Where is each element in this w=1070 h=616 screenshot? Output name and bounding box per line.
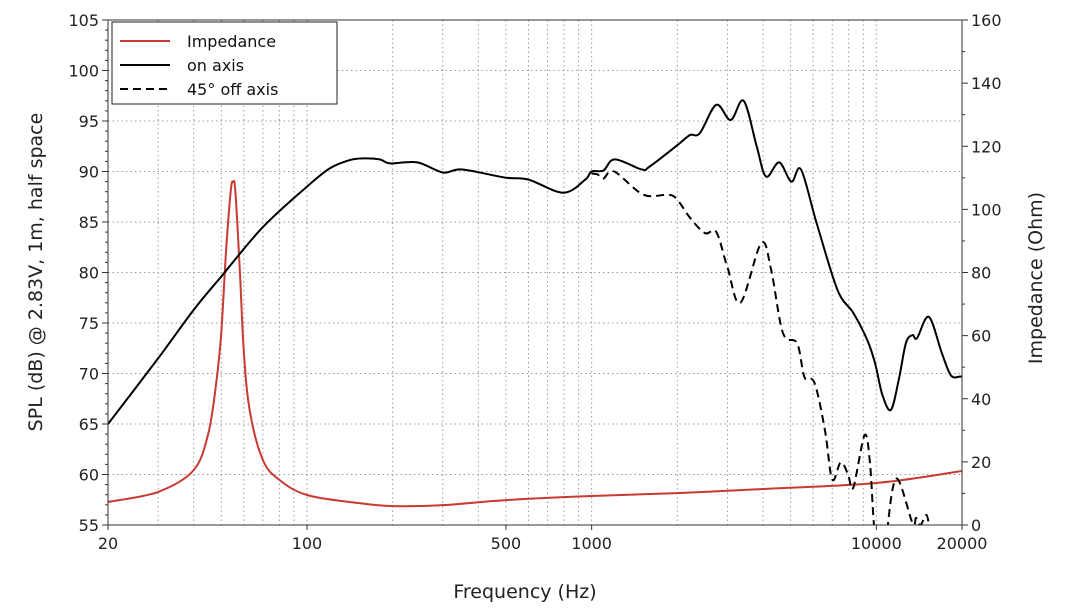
x-tick-label: 1000 bbox=[571, 534, 612, 553]
legend-label-impedance: Impedance bbox=[187, 32, 276, 51]
y-axis-label: SPL (dB) @ 2.83V, 1m, half space bbox=[25, 113, 47, 432]
series-line-on-axis bbox=[108, 99, 962, 425]
x-tick-label: 20 bbox=[98, 534, 118, 553]
ticks: 20 100 500 1000 10000 20000556065707580859095… bbox=[68, 11, 1001, 553]
y-tick-label: 95 bbox=[79, 112, 99, 131]
y-tick-label: 105 bbox=[68, 11, 99, 30]
y2-tick-label: 140 bbox=[971, 74, 1002, 93]
y-tick-label: 55 bbox=[79, 516, 99, 535]
y2-tick-label: 60 bbox=[971, 327, 991, 346]
x-axis-label: Frequency (Hz) bbox=[453, 581, 596, 603]
x-tick-label: 10000 bbox=[851, 534, 902, 553]
y-tick-label: 100 bbox=[68, 62, 99, 81]
series-line-45-off-axis bbox=[591, 170, 930, 525]
legend-label-on-axis: on axis bbox=[187, 56, 244, 75]
legend: Impedance on axis 45° off axis bbox=[111, 21, 338, 105]
y2-tick-label: 100 bbox=[971, 200, 1002, 219]
y-tick-label: 90 bbox=[79, 163, 99, 182]
y-tick-label: 65 bbox=[79, 415, 99, 434]
y-tick-label: 70 bbox=[79, 365, 99, 384]
series-line-impedance bbox=[108, 179, 962, 508]
x-tick-label: 100 bbox=[292, 534, 323, 553]
curves bbox=[108, 99, 962, 525]
y-tick-label: 85 bbox=[79, 213, 99, 232]
y2-tick-label: 80 bbox=[971, 264, 991, 283]
y-tick-label: 60 bbox=[79, 466, 99, 485]
y2-tick-label: 20 bbox=[971, 453, 991, 472]
x-tick-label: 20000 bbox=[937, 534, 988, 553]
y-tick-label: 80 bbox=[79, 264, 99, 283]
x-tick-label: 500 bbox=[491, 534, 522, 553]
legend-box bbox=[111, 21, 338, 105]
y2-axis-label: Impedance (Ohm) bbox=[1025, 192, 1047, 364]
y2-tick-label: 0 bbox=[971, 516, 981, 535]
y2-tick-label: 40 bbox=[971, 390, 991, 409]
y2-tick-label: 160 bbox=[971, 11, 1002, 30]
y2-tick-label: 120 bbox=[971, 137, 1002, 156]
legend-label-off-axis: 45° off axis bbox=[187, 80, 278, 99]
y-tick-label: 75 bbox=[79, 314, 99, 333]
